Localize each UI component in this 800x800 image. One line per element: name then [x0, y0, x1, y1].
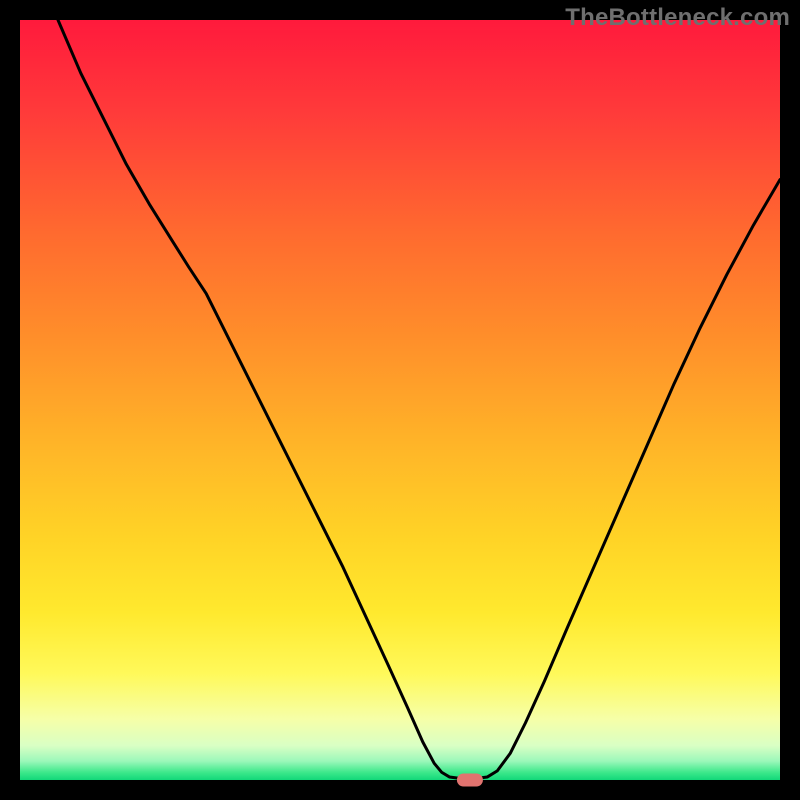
optimal-marker: [457, 774, 483, 787]
bottleneck-chart: [0, 0, 800, 800]
chart-stage: TheBottleneck.com: [0, 0, 800, 800]
